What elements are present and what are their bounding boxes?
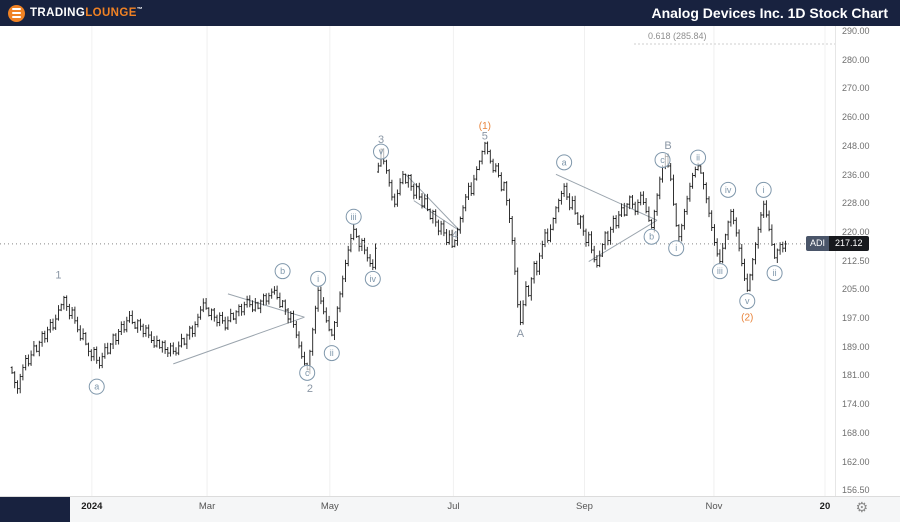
wave-circle (373, 143, 389, 160)
x-axis-label: 20 (819, 501, 831, 512)
y-axis-label: 260.00 (842, 112, 870, 123)
trend-line[interactable] (413, 200, 461, 232)
wave-circle (755, 181, 772, 198)
y-axis-label: 220.00 (842, 226, 870, 237)
wave-circle (345, 208, 362, 225)
brand-name-secondary: LOUNGE (85, 7, 137, 19)
wave-label: ii (773, 268, 777, 278)
wave-label: i (763, 185, 765, 195)
badge-price: 217.12 (829, 235, 869, 251)
y-axis-label: 270.00 (842, 83, 870, 94)
wave-label: ii (330, 348, 334, 358)
wave-label: c (305, 368, 310, 378)
bottom-left-block (0, 497, 70, 522)
x-axis-label: 2024 (81, 501, 103, 512)
wave-label: c (660, 155, 665, 165)
trend-line[interactable] (555, 173, 658, 221)
header-bar: TRADINGLOUNGE™ Analog Devices Inc. 1D St… (0, 0, 900, 26)
wave-label: 5 (482, 131, 488, 143)
price-chart-canvas[interactable]: 0.618 (285.84)1abc2iiiiiiivv345(1)AabicB… (0, 26, 835, 496)
y-axis-label: 290.00 (842, 26, 870, 36)
wave-label: 2 (307, 383, 313, 395)
wave-circle (88, 378, 105, 395)
wave-label: 4 (452, 229, 458, 241)
ohlc-bars (10, 141, 787, 394)
y-axis-label: 189.00 (842, 341, 870, 352)
wave-label: i (317, 274, 319, 284)
wave-circle (274, 263, 291, 280)
y-axis-label: 156.50 (842, 485, 870, 496)
y-axis-label: 212.50 (842, 255, 870, 266)
brand-name: TRADINGLOUNGE™ (30, 7, 143, 19)
x-axis-label: Mar (198, 501, 216, 512)
fib-level-label: 0.618 (285.84) (648, 31, 707, 41)
settings-gear-icon[interactable]: ⚙ (855, 500, 868, 516)
wave-label: (2) (741, 313, 753, 324)
wave-circle (364, 270, 381, 287)
y-axis-label: 168.00 (842, 427, 870, 438)
wave-label: (1) (479, 121, 491, 132)
y-axis-label: 248.00 (842, 140, 870, 151)
trend-line[interactable] (173, 316, 305, 365)
trademark-symbol: ™ (136, 7, 144, 14)
wave-circle (654, 151, 671, 168)
y-axis-label: 197.00 (842, 313, 870, 323)
wave-circle (323, 345, 340, 362)
wave-circle (711, 263, 728, 280)
wave-label: v (745, 296, 750, 306)
y-axis-label: 280.00 (842, 54, 870, 65)
wave-circle (299, 364, 316, 381)
brand-name-primary: TRADING (30, 7, 86, 19)
wave-label: A (517, 328, 525, 340)
x-axis-label: May (320, 501, 339, 512)
wave-label: ii (696, 153, 700, 163)
wave-circle (690, 149, 707, 166)
time-axis[interactable]: ⚙ 2024 Mar May Jul Sep Nov 20 (0, 496, 900, 522)
wave-label: B (664, 140, 671, 152)
wave-label: 1 (55, 269, 61, 281)
last-price-badge: ADI 217.12 (806, 235, 869, 251)
badge-symbol: ADI (806, 235, 830, 251)
y-axis-label: 228.00 (842, 198, 870, 209)
y-axis-label: 181.00 (842, 370, 870, 381)
x-axis-label: Sep (576, 501, 593, 512)
wave-label: 3 (378, 134, 384, 146)
wave-label: b (280, 266, 285, 276)
tradinglounge-logo-icon (8, 4, 25, 22)
price-axis[interactable]: 290.00 280.00 270.00 260.00 248.00 236.00 228.… (835, 26, 900, 496)
wave-label: v (379, 147, 384, 157)
y-axis-label: 174.00 (842, 399, 870, 410)
wave-circle (643, 228, 660, 245)
brand-logo[interactable]: TRADINGLOUNGE™ (8, 4, 143, 22)
wave-label: iv (370, 274, 377, 284)
wave-label: b (649, 232, 654, 242)
wave-label: iv (725, 185, 732, 195)
wave-label: i (675, 243, 677, 253)
x-axis-label: Jul (447, 501, 460, 512)
trend-line[interactable] (405, 173, 461, 232)
y-axis-label: 236.00 (842, 169, 870, 180)
wave-circle (310, 270, 327, 287)
wave-label: iii (717, 266, 723, 276)
wave-circle (720, 181, 737, 198)
wave-circle (668, 240, 685, 257)
y-axis-label: 162.00 (842, 456, 870, 467)
wave-circle (556, 154, 573, 171)
x-axis-label: Nov (705, 501, 723, 512)
wave-label: a (562, 157, 567, 167)
wave-circle (766, 265, 783, 282)
y-axis-label: 205.00 (842, 284, 870, 295)
wave-circle (739, 293, 756, 310)
chart-title: Analog Devices Inc. 1D Stock Chart (651, 5, 888, 21)
wave-label: iii (351, 212, 357, 222)
wave-label: a (94, 382, 99, 392)
